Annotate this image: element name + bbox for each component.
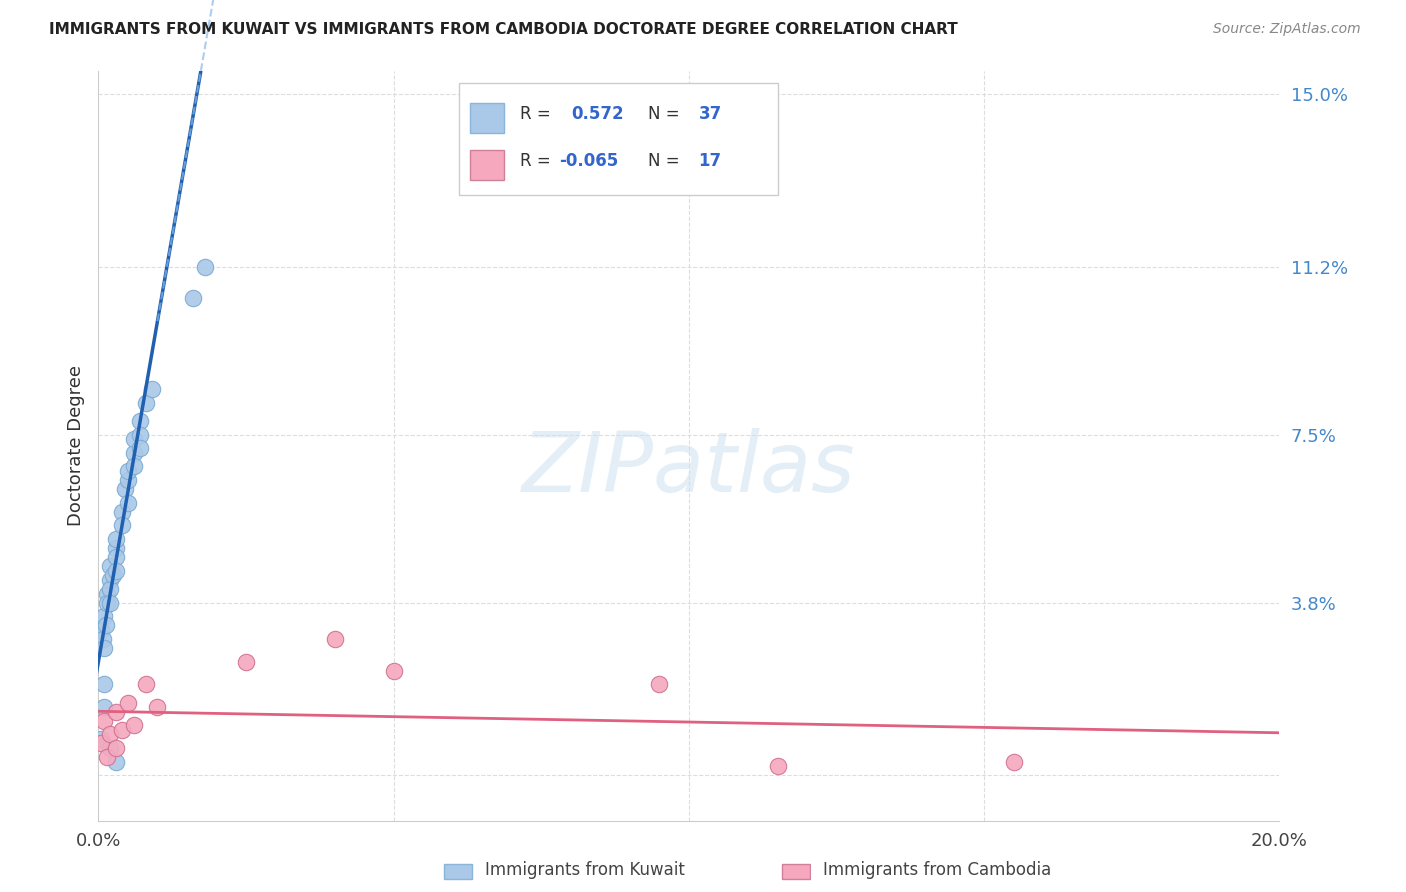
Text: N =: N = bbox=[648, 105, 679, 123]
Point bbox=[114, 482, 136, 496]
Point bbox=[105, 564, 128, 578]
Point bbox=[111, 505, 134, 519]
Point bbox=[648, 677, 671, 691]
Point bbox=[90, 736, 112, 750]
Point bbox=[98, 741, 121, 756]
Point bbox=[128, 414, 150, 428]
Point bbox=[235, 655, 257, 669]
Text: -0.065: -0.065 bbox=[560, 153, 619, 170]
Text: Immigrants from Cambodia: Immigrants from Cambodia bbox=[823, 861, 1050, 879]
Point bbox=[90, 731, 112, 746]
Point bbox=[90, 623, 112, 637]
Y-axis label: Doctorate Degree: Doctorate Degree bbox=[66, 366, 84, 526]
Point bbox=[146, 700, 169, 714]
Point bbox=[1002, 755, 1025, 769]
Text: 37: 37 bbox=[699, 105, 721, 123]
Text: 0.572: 0.572 bbox=[571, 105, 623, 123]
Point bbox=[105, 755, 128, 769]
Point bbox=[111, 723, 134, 737]
FancyBboxPatch shape bbox=[471, 150, 503, 180]
Text: R =: R = bbox=[520, 105, 551, 123]
FancyBboxPatch shape bbox=[471, 103, 503, 133]
FancyBboxPatch shape bbox=[458, 83, 778, 195]
Text: Immigrants from Kuwait: Immigrants from Kuwait bbox=[485, 861, 685, 879]
Point bbox=[98, 582, 121, 596]
Point bbox=[105, 541, 128, 556]
Point bbox=[117, 496, 139, 510]
Point bbox=[194, 260, 217, 274]
Text: R =: R = bbox=[520, 153, 551, 170]
Point bbox=[111, 518, 134, 533]
Point bbox=[141, 382, 163, 396]
Bar bbox=[444, 863, 472, 880]
Point bbox=[181, 292, 204, 306]
Point bbox=[135, 396, 157, 410]
Point bbox=[122, 432, 145, 446]
Point bbox=[91, 632, 114, 646]
Point bbox=[96, 750, 118, 764]
Point bbox=[122, 446, 145, 460]
Text: 17: 17 bbox=[699, 153, 721, 170]
Point bbox=[766, 759, 789, 773]
Point bbox=[117, 696, 139, 710]
Point bbox=[93, 714, 115, 728]
Point bbox=[105, 705, 128, 719]
Point bbox=[98, 573, 121, 587]
Point bbox=[323, 632, 346, 646]
Point bbox=[105, 741, 128, 756]
Text: IMMIGRANTS FROM KUWAIT VS IMMIGRANTS FROM CAMBODIA DOCTORATE DEGREE CORRELATION : IMMIGRANTS FROM KUWAIT VS IMMIGRANTS FRO… bbox=[49, 22, 957, 37]
Bar bbox=[782, 863, 810, 880]
Point bbox=[94, 618, 117, 632]
Point bbox=[122, 459, 145, 474]
Point bbox=[128, 442, 150, 456]
Point bbox=[103, 568, 125, 582]
Point bbox=[93, 677, 115, 691]
Point bbox=[117, 464, 139, 478]
Point bbox=[96, 596, 118, 610]
Text: N =: N = bbox=[648, 153, 679, 170]
Point bbox=[96, 586, 118, 600]
Point bbox=[122, 718, 145, 732]
Point bbox=[382, 664, 405, 678]
Point bbox=[93, 641, 115, 656]
Point bbox=[98, 596, 121, 610]
Text: Source: ZipAtlas.com: Source: ZipAtlas.com bbox=[1213, 22, 1361, 37]
Point bbox=[117, 473, 139, 487]
Point bbox=[93, 700, 115, 714]
Point bbox=[98, 559, 121, 574]
Text: ZIPatlas: ZIPatlas bbox=[522, 428, 856, 509]
Point bbox=[128, 427, 150, 442]
Point bbox=[93, 609, 115, 624]
Point bbox=[98, 727, 121, 741]
Point bbox=[105, 532, 128, 546]
Point bbox=[105, 550, 128, 565]
Point bbox=[135, 677, 157, 691]
